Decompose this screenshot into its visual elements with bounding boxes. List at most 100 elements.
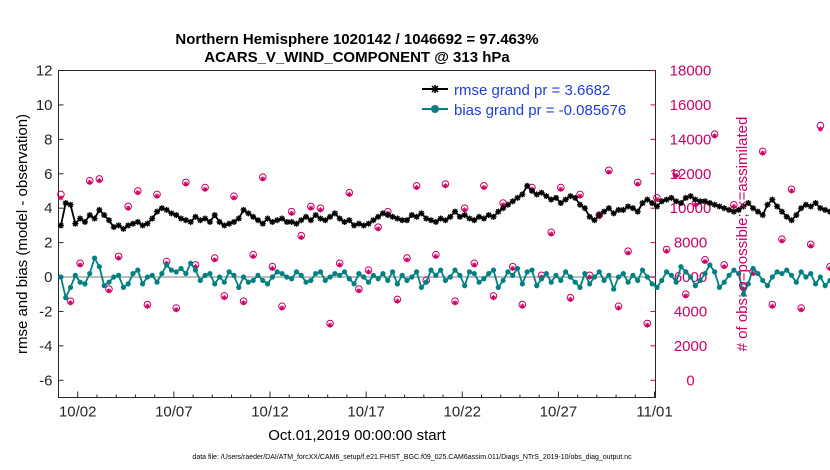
rmse-point xyxy=(57,222,64,229)
rmse-point xyxy=(336,215,343,222)
rmse-point xyxy=(490,213,497,220)
rmse-point xyxy=(197,217,204,224)
legend: rmse grand pr = 3.6682 bias grand pr = -… xyxy=(422,82,626,119)
obs-assimilated-point xyxy=(442,183,449,189)
bias-point xyxy=(159,270,165,277)
rmse-point xyxy=(663,196,670,203)
bias-point xyxy=(298,272,304,278)
rmse-point xyxy=(615,206,622,213)
bias-series xyxy=(58,255,830,301)
bias-point xyxy=(183,270,189,277)
rmse-point xyxy=(91,215,98,222)
obs-assimilated-point xyxy=(692,202,698,208)
rmse-point xyxy=(798,205,805,212)
bias-point xyxy=(697,277,703,284)
bias-point xyxy=(72,272,78,278)
rmse-point xyxy=(240,206,247,213)
rmse-point xyxy=(408,212,415,219)
bias-point xyxy=(808,270,814,277)
rmse-point xyxy=(187,218,194,225)
x-axis: 10/02 10/07 10/12 10/17 10/22 10/27 11/01 xyxy=(59,391,673,421)
rmse-point xyxy=(62,200,69,207)
bias-point xyxy=(346,276,352,282)
rmse-point xyxy=(702,198,709,205)
rmse-point xyxy=(403,217,410,224)
data-file-footnote: data file: /Users/raeder/DAI/ATM_forcXX/… xyxy=(192,454,632,461)
obs-assimilated-point xyxy=(510,265,516,272)
rmse-point xyxy=(774,203,781,210)
obs-assimilated-point xyxy=(240,300,247,306)
obs-assimilated-point xyxy=(404,257,410,263)
obs-assimilated-point xyxy=(202,186,208,192)
bias-point xyxy=(337,272,343,278)
bias-point xyxy=(745,281,751,287)
bias-point xyxy=(712,269,718,275)
bias-point xyxy=(303,279,309,285)
rmse-point xyxy=(178,215,185,222)
obs-assimilated-point xyxy=(87,179,93,185)
bias-point xyxy=(221,279,227,285)
bias-point xyxy=(414,269,420,275)
bias-point xyxy=(687,274,694,280)
bias-point xyxy=(322,277,328,284)
rmse-point xyxy=(577,201,584,208)
bias-point xyxy=(606,272,612,278)
obs-assimilated-point xyxy=(144,303,151,309)
bias-point xyxy=(558,277,564,284)
bias-point xyxy=(438,267,444,273)
rmse-point xyxy=(254,217,261,224)
rmse-point xyxy=(346,217,353,224)
bias-point xyxy=(572,279,578,285)
rmse-point xyxy=(182,217,189,224)
bias-point xyxy=(212,281,218,287)
bias-point xyxy=(769,274,775,280)
bias-point xyxy=(125,281,131,287)
bias-point xyxy=(197,277,203,284)
bias-point xyxy=(476,279,482,285)
bias-point xyxy=(538,276,545,282)
x-tick-label: 10/17 xyxy=(347,404,385,421)
bias-point xyxy=(264,281,271,287)
bias-point xyxy=(385,277,391,284)
rmse-point xyxy=(115,222,122,229)
bias-point xyxy=(731,267,737,273)
obs-assimilated-point xyxy=(125,205,131,211)
rmse-point xyxy=(341,218,348,225)
bias-point xyxy=(721,279,727,285)
y-axis-label-right: # of obs: o=possible; ×=assimilated xyxy=(734,117,751,352)
bias-point xyxy=(284,274,290,280)
rmse-point xyxy=(668,194,675,201)
rmse-point xyxy=(538,189,545,196)
right-tick-label: 14000 xyxy=(670,131,712,148)
bias-point xyxy=(683,269,689,275)
bias-point xyxy=(106,279,112,285)
rmse-point xyxy=(716,203,723,210)
rmse-point xyxy=(740,203,747,210)
bias-point xyxy=(510,272,516,278)
bias-point xyxy=(192,267,199,273)
obs-assimilated-point xyxy=(644,322,650,328)
rmse-point xyxy=(452,208,459,215)
x-tick-label: 10/02 xyxy=(59,404,97,421)
rmse-point xyxy=(130,220,137,227)
rmse-point xyxy=(812,200,819,207)
obs-assimilated-point xyxy=(673,172,679,179)
rmse-point xyxy=(206,218,213,225)
rmse-point xyxy=(480,215,487,222)
bias-point xyxy=(462,283,468,289)
rmse-point xyxy=(375,213,382,220)
right-tick-label: 4000 xyxy=(674,303,707,320)
left-tick-label: 10 xyxy=(36,97,53,114)
x-axis-label: Oct.01,2019 00:00:00 start xyxy=(268,427,446,444)
bias-point xyxy=(250,277,256,284)
rmse-point xyxy=(456,213,463,220)
bias-point xyxy=(611,286,617,292)
bias-point xyxy=(77,279,83,285)
bias-point xyxy=(726,272,732,278)
rmse-point xyxy=(485,212,492,219)
bias-point xyxy=(447,274,453,280)
bias-point xyxy=(173,269,179,275)
bias-point xyxy=(615,274,622,280)
rmse-point xyxy=(351,222,358,229)
bias-point xyxy=(442,277,449,284)
